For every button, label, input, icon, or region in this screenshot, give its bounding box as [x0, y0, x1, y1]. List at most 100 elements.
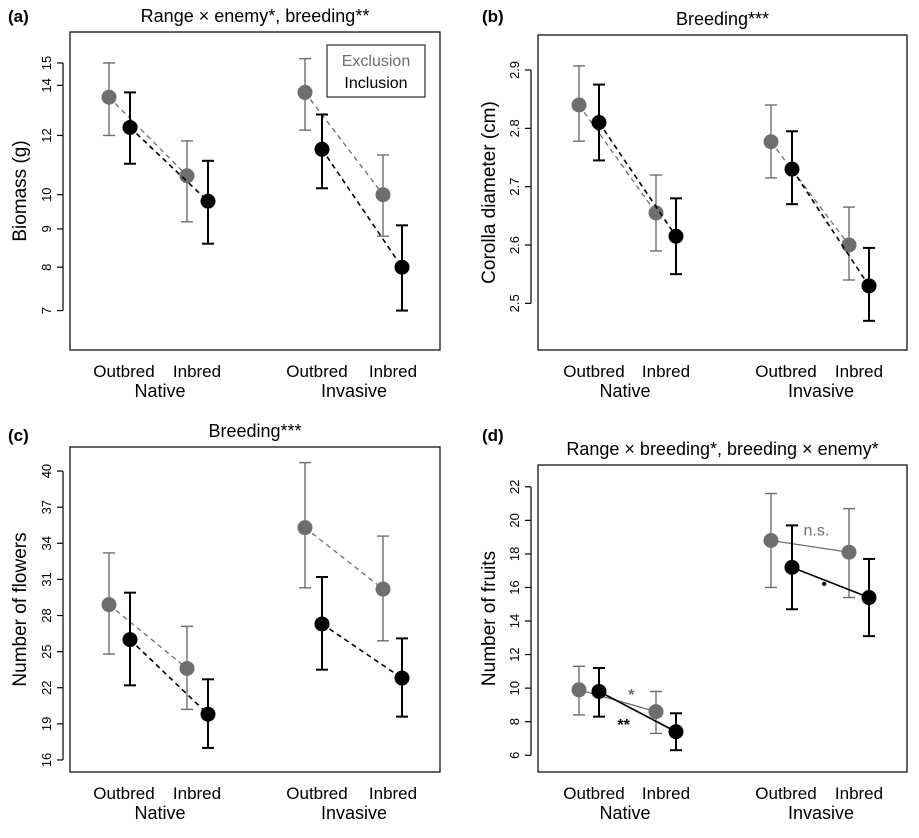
data-point — [394, 670, 410, 686]
series-line — [304, 527, 384, 590]
panel-b: (b) Breeding*** 2.5 2.6 2.7 2.8 2.9 Corolla dia… — [479, 7, 908, 401]
x-group-label: Native — [599, 381, 650, 401]
significance-annotation: n.s. — [803, 522, 829, 539]
y-tick-label: 19 — [39, 717, 54, 731]
y-tick-label: 16 — [39, 753, 54, 767]
data-point — [784, 161, 800, 177]
x-group-label: Native — [599, 803, 650, 823]
y-tick-label: 7 — [39, 307, 54, 314]
y-tick-label: 10 — [39, 187, 54, 201]
data-point — [314, 616, 330, 632]
y-tick-label: 40 — [39, 464, 54, 478]
x-tick-label: Inbred — [835, 784, 883, 803]
y-tick-label: 28 — [39, 608, 54, 622]
data-point — [763, 134, 779, 150]
series-line — [791, 566, 870, 599]
data-point — [841, 237, 857, 253]
legend-item: Inclusion — [344, 75, 407, 92]
chart-title: Breeding*** — [676, 9, 769, 29]
data-point — [763, 532, 779, 548]
data-point — [375, 581, 391, 597]
series-line — [108, 96, 188, 177]
data-point — [591, 683, 607, 699]
chart-title: Range × enemy*, breeding** — [141, 6, 370, 26]
data-point — [375, 187, 391, 203]
x-tick-label: Outbred — [563, 784, 624, 803]
y-tick-label: 34 — [39, 536, 54, 550]
y-tick-label: 2.6 — [507, 236, 522, 254]
y-axis-label: Corolla diameter (cm) — [479, 101, 500, 284]
series-line — [770, 539, 850, 553]
x-tick-label: Outbred — [93, 362, 154, 381]
plot-frame — [69, 31, 441, 351]
data-point — [101, 89, 117, 105]
legend-item: Exclusion — [342, 53, 410, 70]
data-point — [648, 205, 664, 221]
panel-letter: (b) — [482, 7, 504, 26]
data-point — [179, 168, 195, 184]
y-tick-label: 12 — [507, 647, 522, 661]
y-axis-label: Biomass (g) — [10, 140, 31, 241]
plot-frame — [537, 464, 908, 773]
data-point — [101, 597, 117, 613]
data-point — [200, 706, 216, 722]
x-tick-label: Inbred — [642, 362, 690, 381]
data-point — [648, 704, 664, 720]
x-tick-label: Inbred — [835, 362, 883, 381]
x-tick-label: Inbred — [642, 784, 690, 803]
panel-d: (d) Range × breeding*, breeding × enemy* 6… — [479, 426, 908, 823]
x-group-label: Invasive — [788, 381, 854, 401]
data-point — [200, 193, 216, 209]
x-tick-label: Outbred — [755, 784, 816, 803]
data-point — [591, 115, 607, 130]
y-tick-label: 14 — [507, 614, 522, 628]
y-tick-label: 9 — [39, 225, 54, 232]
x-tick-label: Inbred — [173, 784, 221, 803]
series-line — [770, 141, 850, 246]
data-point — [571, 682, 587, 698]
significance-annotation: ** — [617, 717, 630, 734]
panel-a: (a) Range × enemy*, breeding** 7 8 9 10 12 14 15… — [8, 6, 441, 401]
data-point — [122, 119, 138, 135]
y-tick-label: 12 — [39, 128, 54, 142]
x-tick-label: Outbred — [286, 362, 347, 381]
y-tick-label: 25 — [39, 644, 54, 658]
series-line — [598, 122, 677, 237]
panel-letter: (d) — [482, 426, 504, 445]
plot-frame — [69, 446, 441, 773]
x-group-label: Native — [134, 381, 185, 401]
y-tick-label: 18 — [507, 547, 522, 561]
y-tick-label: 16 — [507, 580, 522, 594]
x-tick-label: Inbred — [369, 784, 417, 803]
data-point — [314, 141, 330, 157]
series-line — [791, 168, 870, 287]
panel-letter: (a) — [8, 7, 29, 26]
series-line — [321, 148, 403, 268]
y-tick-label: 2.9 — [507, 61, 522, 79]
data-point — [571, 97, 587, 113]
series-line — [129, 126, 209, 202]
x-tick-label: Outbred — [563, 362, 624, 381]
data-point — [668, 228, 684, 244]
data-point — [297, 84, 313, 100]
y-tick-label: 22 — [39, 681, 54, 695]
x-group-label: Invasive — [788, 803, 854, 823]
data-point — [861, 590, 877, 606]
data-point — [394, 259, 410, 275]
data-point — [179, 660, 195, 676]
y-axis-label: Number of fruits — [479, 551, 500, 686]
data-point — [122, 632, 138, 648]
x-tick-label: Inbred — [173, 362, 221, 381]
x-tick-label: Inbred — [369, 362, 417, 381]
y-tick-label: 2.8 — [507, 119, 522, 137]
y-tick-label: 2.5 — [507, 294, 522, 312]
x-tick-label: Outbred — [286, 784, 347, 803]
x-tick-label: Outbred — [93, 784, 154, 803]
x-group-label: Native — [134, 803, 185, 823]
series-line — [598, 690, 677, 733]
legend-box — [326, 44, 426, 98]
data-point — [668, 724, 684, 740]
y-tick-label: 20 — [507, 513, 522, 527]
y-axis-label: Number of flowers — [10, 532, 31, 686]
